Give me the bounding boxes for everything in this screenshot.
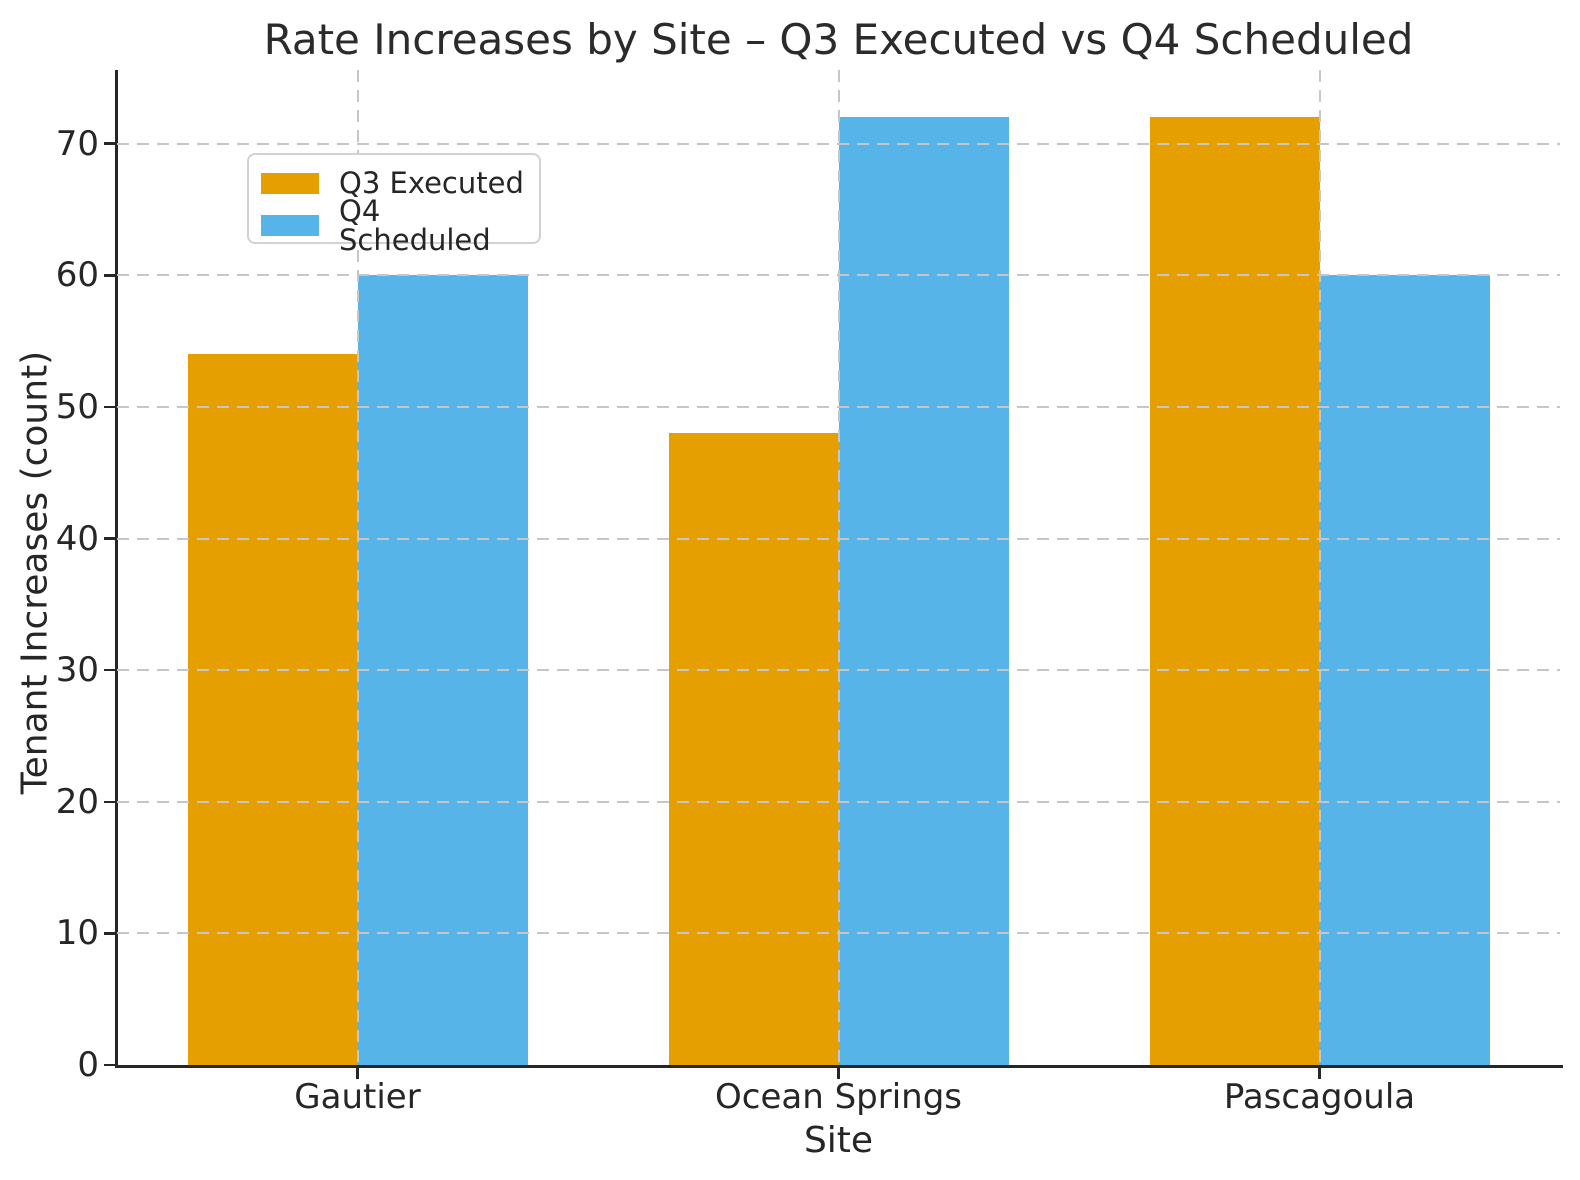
y-tick-label-20: 20 [55, 781, 99, 822]
bar-ocean-springs-q3-executed [668, 433, 839, 1065]
legend-label-q4-scheduled: Q4 Scheduled [339, 193, 491, 257]
bar-gautier-q3-executed [187, 354, 358, 1065]
y-tick-mark-30 [104, 668, 117, 672]
legend: Q3 Executed Q4 Scheduled [247, 153, 541, 254]
y-tick-mark-0 [104, 1063, 117, 1067]
x-axis-label: Site [803, 1120, 874, 1161]
y-tick-mark-70 [104, 142, 117, 145]
y-tick-mark-40 [104, 537, 117, 540]
y-tick-mark-20 [104, 800, 117, 804]
bar-pascagoula-q3-executed [1149, 117, 1320, 1065]
y-tick-label-70: 70 [55, 123, 99, 164]
x-tick-mark-ocean-springs [837, 1067, 840, 1079]
y-axis-label: Tenant Increases (count) [14, 350, 56, 795]
y-tick-label-50: 50 [55, 386, 99, 427]
y-tick-label-60: 60 [55, 255, 99, 296]
x-tick-mark-pascagoula [1318, 1067, 1321, 1079]
y-tick-mark-60 [104, 274, 117, 277]
y-tick-label-40: 40 [55, 518, 99, 559]
legend-swatch-q4-scheduled [261, 215, 319, 236]
legend-item-q3-executed: Q3 Executed [261, 166, 539, 201]
legend-label-q3-executed: Q3 Executed [339, 166, 524, 200]
x-tick-label-pascagoula: Pascagoula [1223, 1077, 1416, 1117]
x-tick-label-gautier: Gautier [294, 1077, 421, 1117]
gridline-vertical-pascagoula [1318, 70, 1321, 1065]
y-tick-mark-10 [104, 932, 117, 935]
plot-area: Q3 Executed Q4 Scheduled [117, 70, 1560, 1065]
x-axis-spine [115, 1065, 1563, 1068]
y-tick-label-30: 30 [55, 650, 99, 691]
y-tick-mark-50 [104, 405, 117, 409]
x-tick-mark-gautier [356, 1067, 359, 1079]
gridline-vertical-gautier [356, 70, 359, 1065]
chart-title: Rate Increases by Site – Q3 Executed vs … [263, 15, 1414, 64]
bar-ocean-springs-q4-scheduled [838, 117, 1009, 1065]
legend-item-q4-scheduled: Q4 Scheduled [261, 196, 539, 254]
y-axis-spine [115, 70, 118, 1068]
y-tick-label-10: 10 [55, 913, 99, 954]
legend-swatch-q3-executed [261, 173, 319, 194]
x-tick-label-ocean-springs: Ocean Springs [715, 1077, 962, 1117]
gridline-vertical-ocean-springs [837, 70, 840, 1065]
y-tick-label-0: 0 [77, 1045, 99, 1085]
